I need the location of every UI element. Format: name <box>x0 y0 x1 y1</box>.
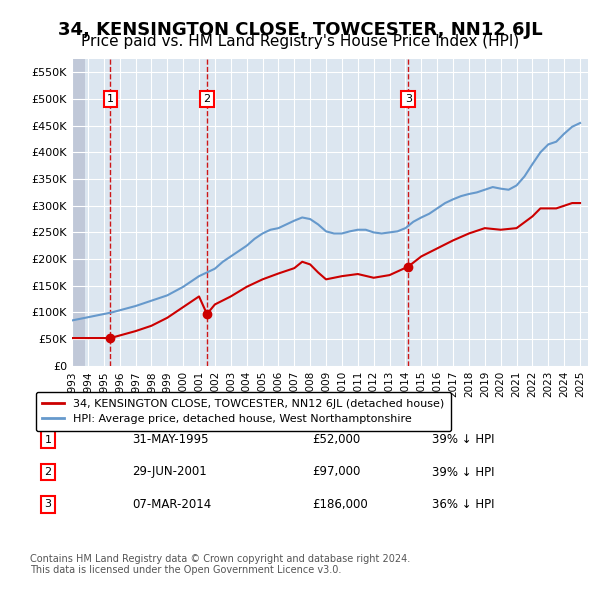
Text: £186,000: £186,000 <box>312 498 368 511</box>
Text: £97,000: £97,000 <box>312 466 361 478</box>
Text: 1: 1 <box>107 94 114 104</box>
Legend: 34, KENSINGTON CLOSE, TOWCESTER, NN12 6JL (detached house), HPI: Average price, : 34, KENSINGTON CLOSE, TOWCESTER, NN12 6J… <box>35 392 451 431</box>
Text: 2: 2 <box>44 467 52 477</box>
Text: 39% ↓ HPI: 39% ↓ HPI <box>432 466 494 478</box>
Text: 29-JUN-2001: 29-JUN-2001 <box>132 466 207 478</box>
Text: £52,000: £52,000 <box>312 433 360 446</box>
Text: 1: 1 <box>44 435 52 444</box>
Text: Contains HM Land Registry data © Crown copyright and database right 2024.
This d: Contains HM Land Registry data © Crown c… <box>30 553 410 575</box>
Text: 3: 3 <box>405 94 412 104</box>
Text: 07-MAR-2014: 07-MAR-2014 <box>132 498 211 511</box>
Text: 2: 2 <box>203 94 211 104</box>
Text: Price paid vs. HM Land Registry's House Price Index (HPI): Price paid vs. HM Land Registry's House … <box>81 34 519 49</box>
Text: 36% ↓ HPI: 36% ↓ HPI <box>432 498 494 511</box>
Text: 39% ↓ HPI: 39% ↓ HPI <box>432 433 494 446</box>
Text: 31-MAY-1995: 31-MAY-1995 <box>132 433 209 446</box>
Text: 34, KENSINGTON CLOSE, TOWCESTER, NN12 6JL: 34, KENSINGTON CLOSE, TOWCESTER, NN12 6J… <box>58 21 542 39</box>
Text: 3: 3 <box>44 500 52 509</box>
